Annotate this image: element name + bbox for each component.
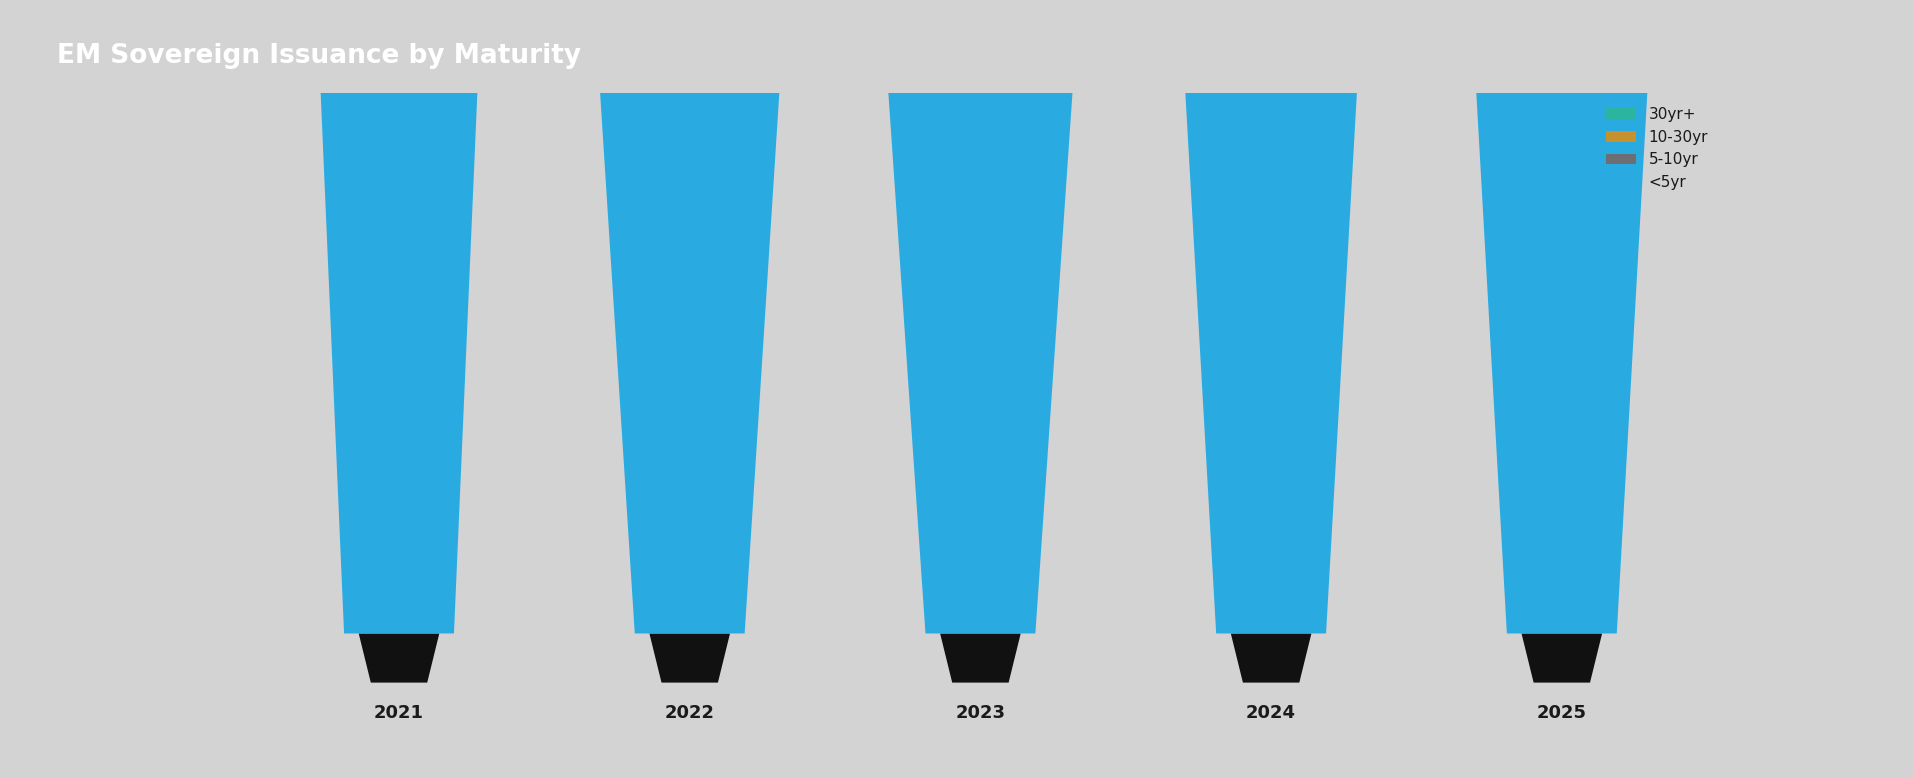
Polygon shape	[568, 0, 811, 633]
Polygon shape	[1230, 633, 1312, 682]
Polygon shape	[277, 0, 520, 633]
Polygon shape	[859, 0, 1102, 633]
Polygon shape	[939, 633, 1022, 682]
Polygon shape	[1150, 0, 1393, 633]
Text: EM Sovereign Issuance by Maturity: EM Sovereign Issuance by Maturity	[57, 43, 582, 69]
Polygon shape	[360, 633, 440, 682]
Polygon shape	[1440, 0, 1683, 633]
Polygon shape	[649, 633, 731, 682]
Polygon shape	[1521, 633, 1601, 682]
Legend: 30yr+, 10-30yr, 5-10yr, <5yr: 30yr+, 10-30yr, 5-10yr, <5yr	[1599, 101, 1714, 196]
